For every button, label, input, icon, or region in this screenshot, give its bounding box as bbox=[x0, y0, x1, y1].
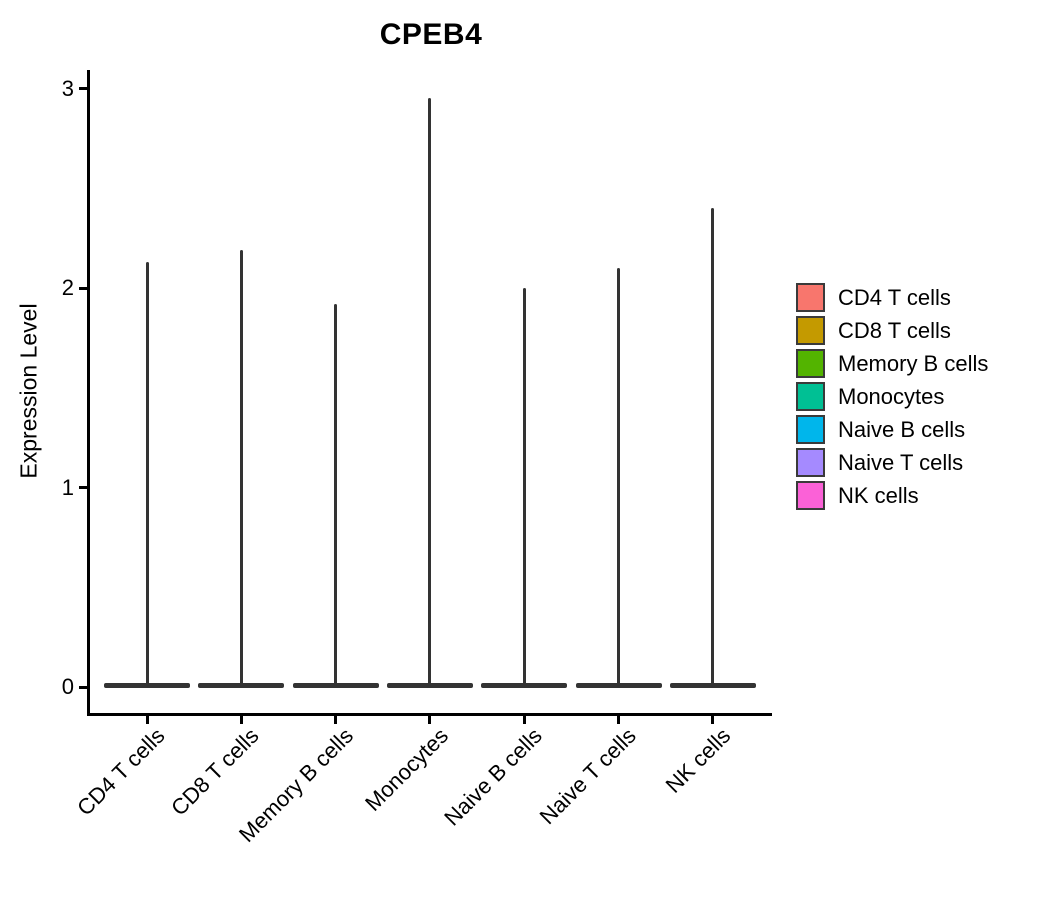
violin-spike bbox=[428, 98, 432, 688]
violin-base bbox=[669, 683, 756, 688]
x-tick bbox=[334, 716, 338, 724]
violin-spike bbox=[239, 250, 243, 688]
violin-spike bbox=[145, 262, 149, 688]
chart-title: CPEB4 bbox=[379, 18, 483, 51]
legend-swatch bbox=[796, 382, 825, 411]
legend-label: CD8 T cells bbox=[838, 317, 951, 343]
x-tick-label-text: NK cells bbox=[660, 723, 736, 798]
violin-spike bbox=[522, 288, 526, 688]
legend-item: NK cells bbox=[796, 479, 988, 512]
legend-swatch bbox=[796, 415, 825, 444]
violin-base bbox=[104, 683, 190, 688]
legend-item: Memory B cells bbox=[796, 347, 988, 380]
legend-item: Monocytes bbox=[796, 380, 988, 413]
legend-item: Naive T cells bbox=[796, 446, 988, 479]
legend-swatch bbox=[796, 481, 825, 510]
legend-label: Naive B cells bbox=[838, 416, 966, 442]
legend-item: CD8 T cells bbox=[796, 314, 988, 347]
x-axis-line bbox=[87, 713, 772, 716]
y-tick bbox=[79, 286, 87, 290]
x-tick-label-text: CD8 T cells bbox=[166, 723, 264, 821]
legend-label: Naive T cells bbox=[838, 449, 964, 475]
x-tick bbox=[617, 716, 620, 724]
y-tick bbox=[79, 486, 87, 489]
violin-base bbox=[481, 683, 568, 688]
violin-spike bbox=[617, 268, 620, 688]
x-tick bbox=[145, 716, 149, 724]
x-tick-label-text: CD4 T cells bbox=[72, 723, 170, 821]
violin-spike bbox=[711, 208, 715, 688]
legend-swatch bbox=[796, 349, 825, 378]
legend-label: Monocytes bbox=[838, 383, 945, 409]
legend-swatch bbox=[796, 448, 825, 477]
y-tick-label: 3 bbox=[61, 75, 74, 101]
x-tick-label-text: Naive T cells bbox=[535, 723, 642, 830]
y-axis-line bbox=[87, 70, 90, 716]
y-tick-label: 2 bbox=[61, 275, 74, 300]
violin-spike bbox=[334, 303, 338, 688]
legend-swatch bbox=[796, 283, 825, 312]
legend-label: CD4 T cells bbox=[838, 284, 951, 310]
legend-swatch bbox=[796, 316, 825, 345]
legend-label: NK cells bbox=[838, 482, 919, 508]
x-tick bbox=[711, 716, 715, 724]
y-tick bbox=[79, 685, 87, 689]
violin-base bbox=[198, 683, 285, 688]
y-tick-label: 0 bbox=[61, 674, 74, 699]
x-tick bbox=[522, 716, 526, 724]
x-tick-label-text: Monocytes bbox=[359, 723, 453, 816]
violin-base bbox=[292, 683, 379, 688]
violin-base bbox=[386, 683, 473, 688]
legend-label: Memory B cells bbox=[838, 350, 989, 376]
x-tick-label-text: Naive B cells bbox=[439, 723, 547, 831]
legend: CD4 T cells CD8 T cells Memory B cells Mono… bbox=[796, 281, 988, 512]
violin-base bbox=[575, 683, 662, 688]
legend-item: CD4 T cells bbox=[796, 281, 988, 314]
y-tick-label: 1 bbox=[61, 474, 74, 500]
x-tick bbox=[428, 716, 432, 724]
legend-item: Naive B cells bbox=[796, 413, 988, 446]
x-tick bbox=[239, 716, 243, 724]
y-tick bbox=[79, 87, 87, 90]
